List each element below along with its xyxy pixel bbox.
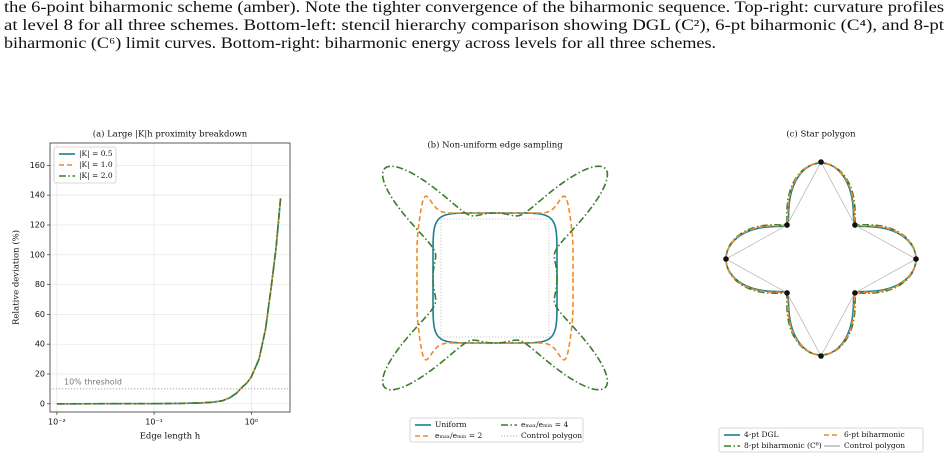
y-tick-label: 0 bbox=[40, 399, 45, 408]
axes-frame bbox=[49, 142, 291, 413]
x-axis-label: Edge length h bbox=[140, 432, 201, 442]
threshold-label: 10% threshold bbox=[64, 377, 122, 386]
control-point bbox=[852, 222, 858, 228]
control-point bbox=[818, 159, 824, 165]
caption-line: the 6-point biharmonic scheme (amber). N… bbox=[4, 0, 944, 16]
y-axis-label: Relative deviation (%) bbox=[11, 230, 22, 325]
control-polygon bbox=[440, 218, 550, 338]
legend-label: 6-pt biharmonic bbox=[844, 430, 905, 439]
x-tick-label: 10⁻² bbox=[48, 418, 66, 427]
x-tick-label: 10⁰ bbox=[245, 418, 258, 427]
panel-title: (b) Non-uniform edge sampling bbox=[427, 140, 563, 151]
limit-curve bbox=[725, 162, 917, 356]
legend-label: Control polygon bbox=[521, 431, 582, 440]
legend-label: |K| = 2.0 bbox=[79, 171, 113, 180]
data-line bbox=[56, 198, 282, 405]
limit-curve bbox=[725, 162, 917, 356]
data-line bbox=[56, 198, 282, 405]
data-line bbox=[56, 198, 282, 405]
panel-title: (c) Star polygon bbox=[786, 129, 856, 140]
legend-label: |K| = 1.0 bbox=[79, 160, 113, 169]
limit-curve bbox=[432, 212, 558, 344]
control-point bbox=[852, 290, 858, 296]
y-tick-label: 60 bbox=[35, 310, 45, 319]
control-point bbox=[784, 290, 790, 296]
control-point bbox=[723, 256, 729, 262]
caption-line: biharmonic (C⁶) limit curves. Bottom-rig… bbox=[4, 35, 716, 52]
legend-label: eₘₐₓ/eₘᵢₙ = 2 bbox=[435, 431, 482, 440]
control-point bbox=[818, 353, 824, 359]
limit-curve bbox=[416, 195, 574, 361]
panel-title: (a) Large |K|h proximity breakdown bbox=[93, 129, 248, 140]
y-tick-label: 80 bbox=[35, 280, 45, 289]
legend-label: eₘₐₓ/eₘᵢₙ = 4 bbox=[521, 420, 568, 429]
y-tick-label: 160 bbox=[30, 161, 45, 170]
legend-box bbox=[718, 427, 924, 453]
legend-label: 8-pt biharmonic (C⁶) bbox=[744, 441, 822, 450]
y-tick-label: 20 bbox=[35, 369, 45, 378]
legend-box bbox=[409, 417, 584, 443]
legend-label: 4-pt DGL bbox=[744, 430, 779, 439]
y-tick-label: 120 bbox=[30, 220, 45, 229]
y-tick-label: 100 bbox=[30, 250, 45, 259]
legend-label: Uniform bbox=[435, 420, 467, 429]
legend-label: Control polygon bbox=[844, 441, 905, 450]
y-tick-label: 140 bbox=[30, 191, 45, 200]
control-point bbox=[913, 256, 919, 262]
caption-line: at level 8 for all three schemes. Bottom… bbox=[4, 17, 945, 34]
limit-curve bbox=[725, 162, 917, 356]
y-tick-label: 40 bbox=[35, 340, 45, 349]
x-tick-label: 10⁻¹ bbox=[145, 418, 163, 427]
control-polygon bbox=[725, 161, 917, 357]
legend-box bbox=[53, 146, 117, 184]
legend-label: |K| = 0.5 bbox=[79, 149, 113, 158]
control-point bbox=[784, 222, 790, 228]
limit-curve bbox=[381, 165, 609, 391]
